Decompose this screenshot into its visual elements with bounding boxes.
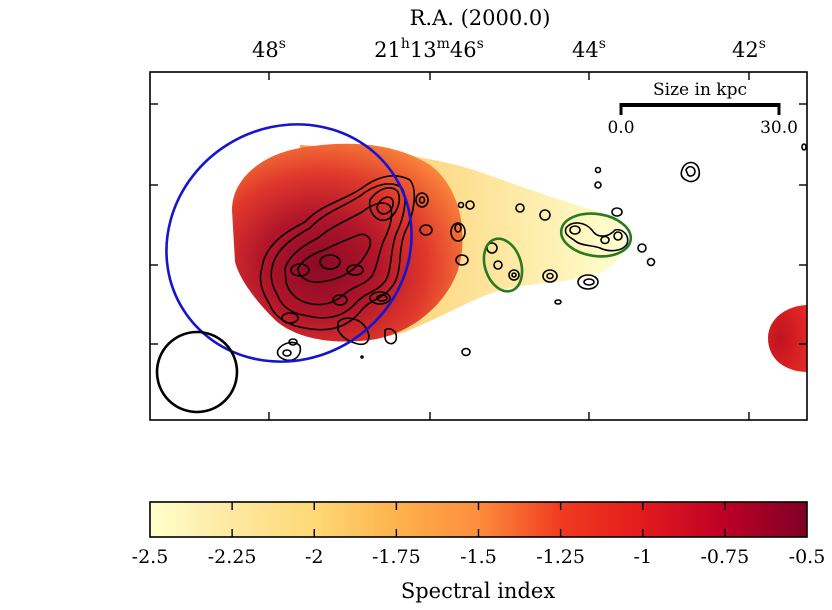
plot-frame	[149, 71, 808, 421]
blue-ellipse	[165, 123, 413, 363]
colorbar-tick-label: -1.25	[536, 546, 585, 568]
colorbar-tick-label: -2.5	[132, 546, 169, 568]
radio-contours	[259, 143, 807, 362]
ra-tick-label-44: 44s	[572, 36, 606, 62]
dec-ticks	[150, 103, 807, 345]
colorbar-tick-label: -1	[633, 546, 652, 568]
ra-tick-labels: 48s 21h13m46s 44s 42s	[252, 36, 766, 62]
scale-bar: Size in kpc 0.0 30.0	[607, 80, 797, 138]
plot-area	[155, 123, 807, 414]
green-ellipse-1	[482, 237, 524, 293]
colorbar-tick-label: -2.25	[208, 546, 257, 568]
ra-tick-label-42: 42s	[732, 36, 766, 62]
colorbar-tick-label: -0.5	[789, 546, 826, 568]
edge-source-emission	[768, 305, 807, 372]
scalebar-start-label: 0.0	[607, 118, 634, 138]
colorbar-tick-label: -1.75	[372, 546, 421, 568]
colorbar-tick-label: -1.5	[460, 546, 497, 568]
colorbar-label: Spectral index	[401, 579, 556, 603]
colorbar-ticks: -2.5 -2.25 -2 -1.75 -1.5 -1.25 -1 -0.75 -0.5	[132, 502, 826, 568]
beam-circle	[155, 330, 239, 414]
scalebar-end-label: 30.0	[760, 118, 798, 138]
ra-axis-title: R.A. (2000.0)	[410, 6, 551, 30]
colorbar-tick-label: -0.75	[701, 546, 750, 568]
ra-tick-label-48: 48s	[252, 36, 286, 62]
ra-ticks	[268, 72, 750, 420]
ra-tick-label-46: 21h13m46s	[374, 36, 484, 62]
green-ellipse-2	[559, 212, 633, 258]
core-emission	[232, 143, 463, 342]
colorbar-tick-label: -2	[305, 546, 324, 568]
scalebar-title: Size in kpc	[653, 80, 747, 100]
